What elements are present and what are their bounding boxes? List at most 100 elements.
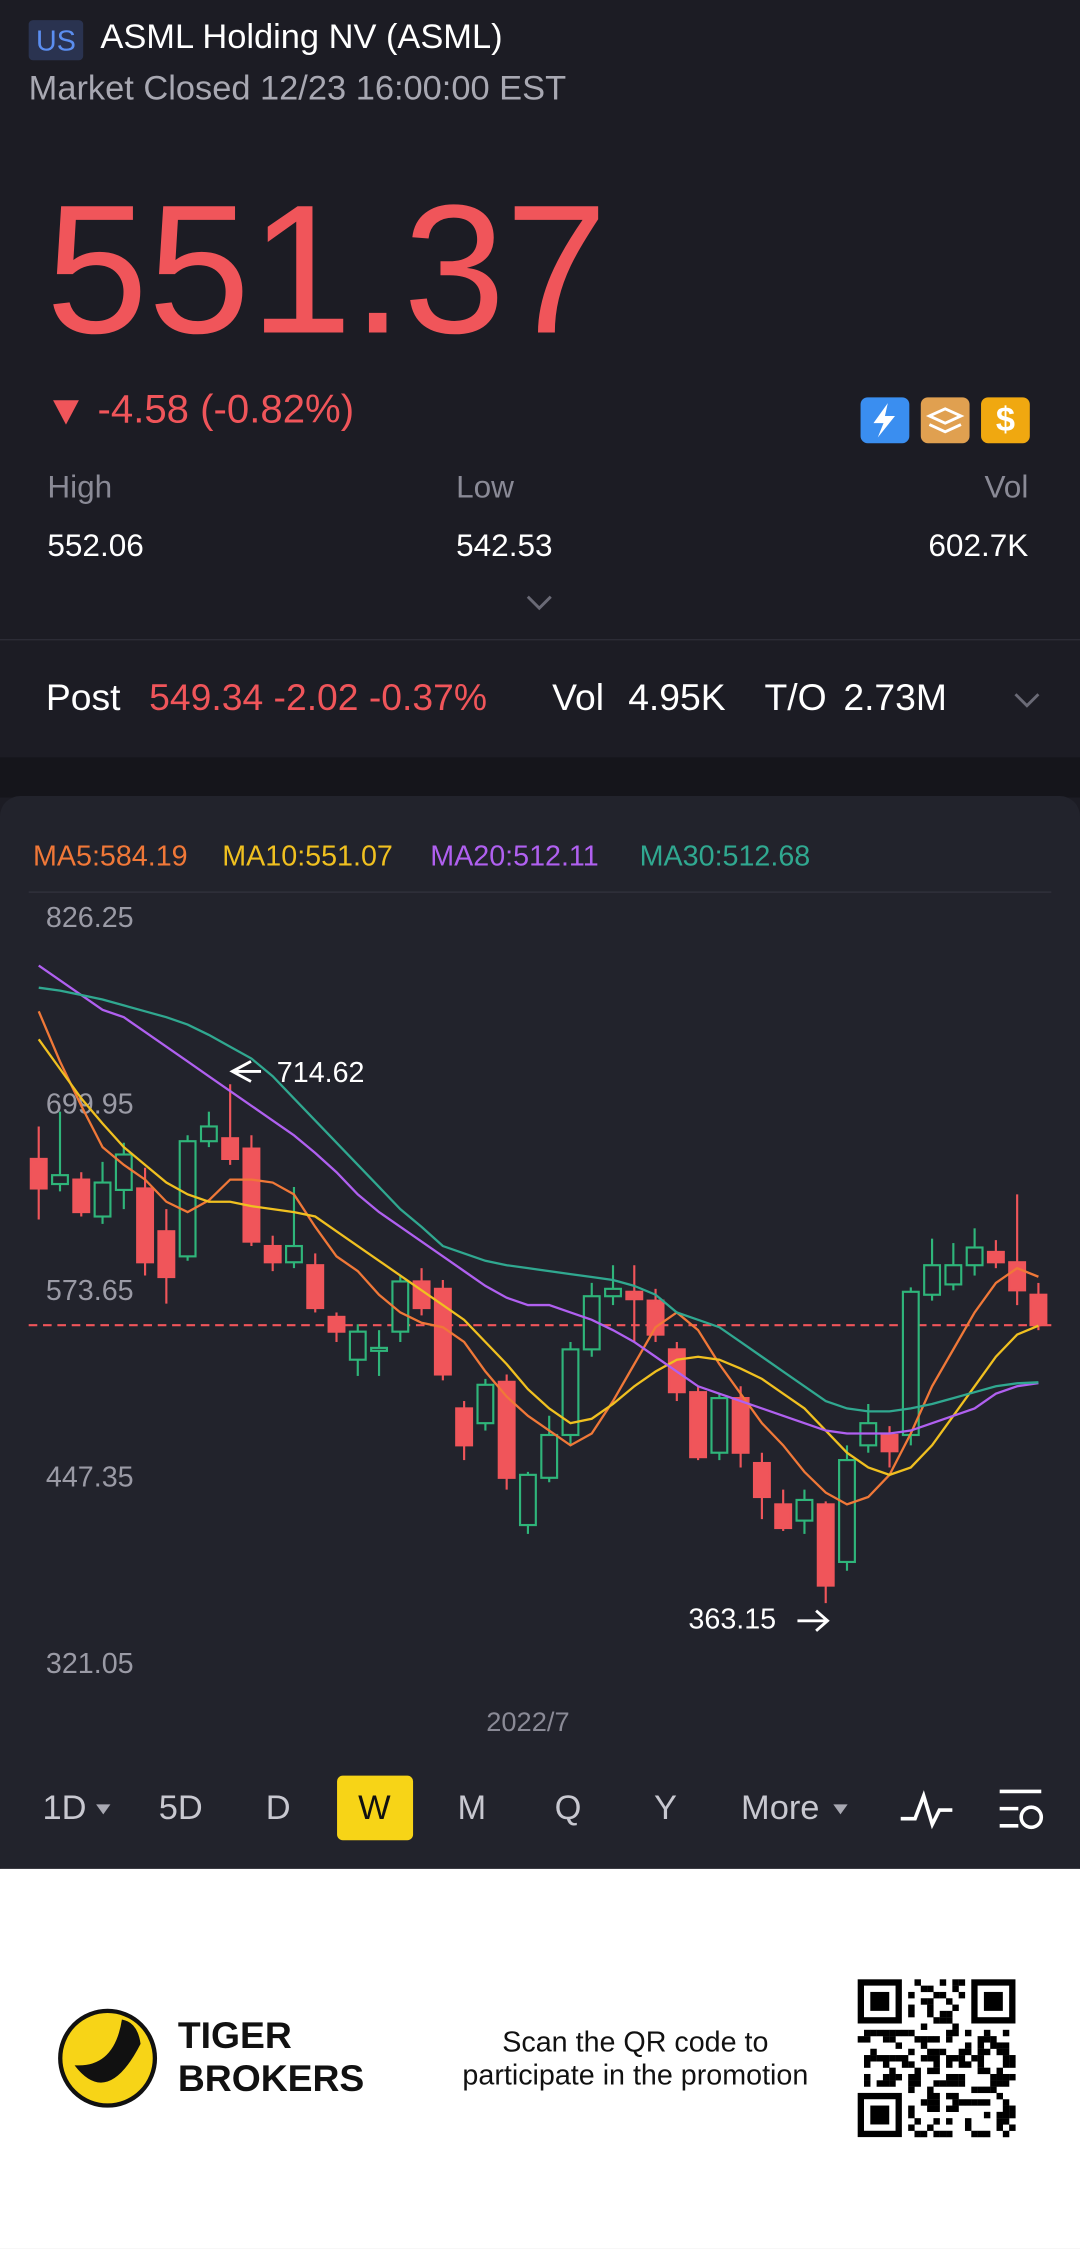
qr-module [920, 2055, 928, 2062]
icon-dollar[interactable] [981, 397, 1030, 444]
qr-module [927, 2048, 934, 2056]
brand-line: BROKERS [178, 2057, 364, 2099]
candle-body [838, 1459, 856, 1564]
qr-module [996, 2092, 1003, 2100]
candle-body [29, 1157, 48, 1190]
qr-module [996, 2124, 1003, 2131]
candle-body [518, 1473, 537, 1527]
qr-module [946, 2073, 953, 2081]
qr-module [946, 2036, 953, 2043]
qr-module [983, 2036, 991, 2043]
candle-body [348, 1330, 367, 1361]
qr-module [964, 2048, 972, 2056]
qr-module [908, 2010, 915, 2018]
qr-module [908, 1991, 915, 1999]
qr-module [889, 2080, 896, 2087]
qr-module [964, 2029, 972, 2037]
brand-line: TIGER [178, 2014, 292, 2056]
qr-finder [870, 1991, 890, 2011]
qr-module [895, 2029, 903, 2037]
qr-module [933, 2092, 940, 2100]
qr-module [1002, 2111, 1010, 2119]
down-arrow [53, 400, 79, 425]
qr-module [983, 2111, 991, 2119]
candle-body [646, 1299, 665, 1336]
candle-body [689, 1391, 708, 1459]
ma-line [37, 1038, 1039, 1477]
expand-chevron[interactable] [526, 595, 552, 611]
qr-module [996, 2080, 1003, 2087]
period-tab[interactable]: Q [555, 1789, 582, 1827]
qr-module [1002, 2029, 1010, 2037]
candle-body [880, 1433, 899, 1453]
qr-module [964, 2042, 972, 2049]
dropdown-arrow [96, 1804, 111, 1815]
qr-module [977, 2130, 985, 2138]
candle-body [157, 1230, 176, 1279]
icon-stack[interactable] [920, 397, 970, 444]
active-tab-bg [337, 1775, 414, 1841]
qr-module [990, 2080, 997, 2087]
qr-module [933, 2036, 940, 2043]
qr-module [946, 2061, 953, 2068]
qr-module [939, 2080, 947, 2087]
qr-module [927, 2067, 934, 2075]
qr-module [939, 2010, 947, 2018]
period-tab[interactable]: 5D [159, 1789, 203, 1827]
candle-body [178, 1140, 197, 1258]
qr-module [1002, 2061, 1010, 2068]
period-tab[interactable]: D [266, 1789, 291, 1827]
post-label: Post [46, 676, 121, 718]
qr-module [920, 2036, 928, 2043]
qr-module [946, 2080, 953, 2087]
qr-module [889, 2036, 896, 2043]
qr-module [946, 2017, 953, 2024]
market-badge [28, 20, 84, 61]
period-tab[interactable]: M [458, 1789, 487, 1827]
qr-module [1009, 2111, 1016, 2119]
stat-label: Low [456, 468, 514, 504]
qr-module [952, 2092, 959, 2100]
qr-module [958, 1991, 966, 1999]
qr-module [952, 2099, 959, 2106]
qr-module [927, 2055, 934, 2062]
qr-module [908, 2048, 915, 2056]
indicator-icon[interactable] [900, 1790, 953, 1830]
period-tab[interactable]: More [741, 1789, 819, 1827]
qr-module [927, 2124, 934, 2131]
qr-module [996, 2118, 1003, 2125]
candle-body [370, 1346, 389, 1352]
qr-module [977, 2042, 985, 2049]
qr-module [983, 2048, 991, 2056]
y-tick-label: 573.65 [46, 1275, 134, 1307]
icon-lightning-glyph [873, 403, 895, 438]
qr-module [889, 2029, 896, 2037]
annotation-arrow [797, 1609, 830, 1632]
candle-body [455, 1407, 474, 1447]
qr-module [996, 2067, 1003, 2075]
qr-module [908, 2073, 915, 2081]
qr-module [927, 2105, 934, 2112]
candle-body [136, 1187, 155, 1264]
qr-module [895, 2055, 903, 2062]
qr-module [964, 2124, 972, 2131]
period-tab[interactable]: W [358, 1789, 391, 1827]
qr-module [927, 2036, 934, 2043]
price: 551.37 [46, 167, 608, 372]
period-tab[interactable]: Y [654, 1789, 677, 1827]
candle-body [263, 1244, 282, 1264]
qr-module [914, 2118, 921, 2125]
qr-module [864, 2036, 871, 2043]
post-chevron[interactable] [1014, 693, 1040, 708]
qr-module [1009, 2055, 1016, 2062]
period-tab[interactable]: 1D [43, 1789, 87, 1827]
qr-module [996, 2073, 1003, 2081]
qr-module [908, 2086, 915, 2094]
stock-title: ASML Holding NV (ASML) [100, 18, 502, 56]
settings-icon[interactable] [999, 1789, 1042, 1828]
stat-value: 552.06 [47, 527, 144, 563]
promo-line: Scan the QR code to [502, 2026, 768, 2058]
qr-module [1002, 2130, 1010, 2138]
